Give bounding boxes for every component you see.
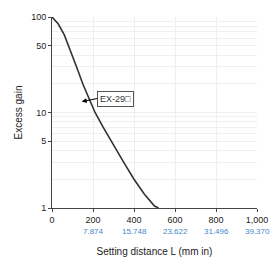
svg-text:1,000: 1,000: [246, 215, 269, 225]
svg-text:600: 600: [167, 215, 182, 225]
svg-text:5: 5: [41, 136, 46, 146]
svg-text:200: 200: [85, 215, 100, 225]
svg-text:31.496: 31.496: [204, 227, 229, 236]
svg-text:1: 1: [41, 203, 46, 213]
svg-text:7.874: 7.874: [83, 227, 104, 236]
svg-text:23.622: 23.622: [163, 227, 188, 236]
svg-text:39.370: 39.370: [245, 227, 270, 236]
svg-text:100: 100: [31, 12, 46, 22]
svg-text:400: 400: [126, 215, 141, 225]
svg-text:Setting distance L (mm in): Setting distance L (mm in): [97, 246, 213, 257]
svg-text:15.748: 15.748: [122, 227, 147, 236]
svg-text:800: 800: [208, 215, 223, 225]
svg-text:EX-29□: EX-29□: [100, 94, 131, 104]
svg-text:10: 10: [36, 108, 46, 118]
svg-text:0: 0: [49, 215, 54, 225]
svg-text:50: 50: [36, 41, 46, 51]
svg-text:Excess gain: Excess gain: [13, 86, 24, 140]
